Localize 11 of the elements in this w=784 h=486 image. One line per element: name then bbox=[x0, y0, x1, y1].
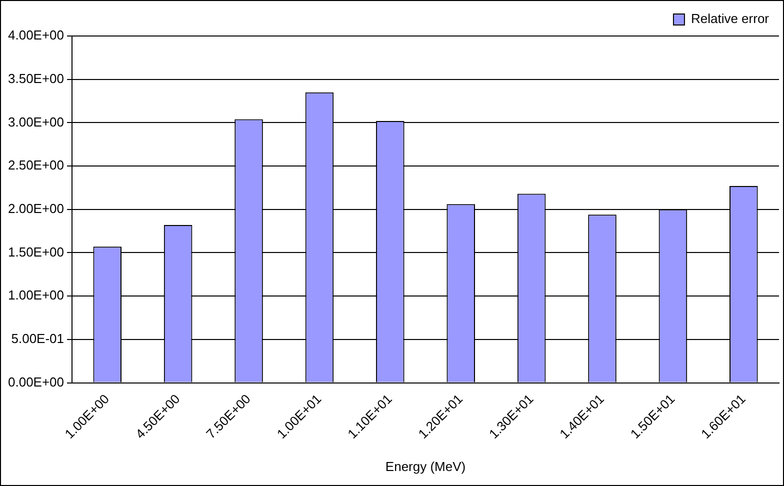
legend-label: Relative error bbox=[690, 11, 770, 26]
x-axis-title: Energy (MeV) bbox=[385, 458, 466, 474]
y-tick-label: 1.00E+00 bbox=[8, 288, 64, 303]
y-tick-label: 3.00E+00 bbox=[8, 114, 64, 130]
y-tick-label: 5.00E-01 bbox=[11, 330, 64, 346]
y-tick-label: 4.00E+00 bbox=[8, 28, 64, 43]
y-tick-label: 2.50E+00 bbox=[8, 158, 64, 173]
y-tick-label: 0.00E+00 bbox=[8, 374, 64, 390]
y-tick-label: 1.50E+00 bbox=[8, 244, 64, 260]
y-tick-label: 2.00E+00 bbox=[8, 200, 64, 216]
y-tick-label: 3.50E+00 bbox=[8, 70, 64, 86]
